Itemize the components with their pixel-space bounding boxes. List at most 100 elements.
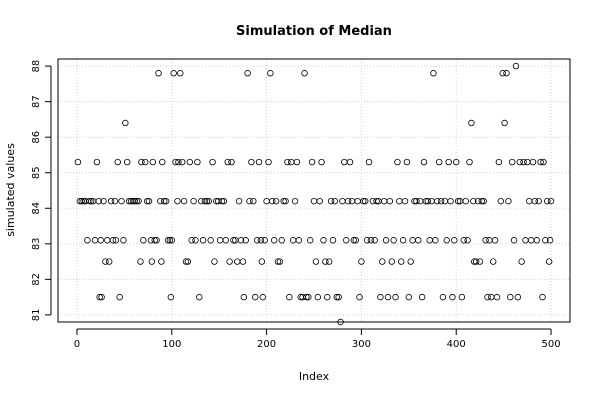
data-point <box>258 258 266 265</box>
data-point <box>86 197 93 205</box>
data-point <box>131 197 138 205</box>
data-point <box>343 237 350 244</box>
data-point <box>252 293 259 301</box>
data-point <box>242 237 249 244</box>
data-point <box>207 237 214 244</box>
data-point <box>140 237 147 244</box>
data-point <box>199 237 207 244</box>
data-point <box>142 158 149 166</box>
data-point <box>308 158 316 166</box>
data-point <box>352 237 359 244</box>
data-point <box>451 237 458 244</box>
data-point <box>405 293 413 301</box>
data-point <box>335 293 342 301</box>
data-point <box>377 293 384 301</box>
x-tick-label: 0 <box>74 339 80 350</box>
data-point <box>180 197 188 205</box>
data-point <box>135 197 142 205</box>
data-point <box>356 293 363 301</box>
data-point <box>449 293 456 301</box>
data-point <box>495 158 503 166</box>
data-point <box>537 158 544 166</box>
y-tick-label: 86 <box>31 131 42 144</box>
data-point <box>379 258 386 265</box>
data-point <box>439 293 447 301</box>
data-point <box>124 158 131 166</box>
data-point <box>344 197 352 205</box>
x-tick-label: 200 <box>257 339 276 350</box>
data-point <box>301 70 308 77</box>
data-point <box>111 197 119 205</box>
data-point <box>122 119 129 127</box>
data-point <box>305 293 312 301</box>
data-point <box>175 158 182 166</box>
data-point <box>102 258 109 265</box>
data-point <box>201 197 209 205</box>
data-point <box>145 197 153 205</box>
data-point <box>255 158 263 166</box>
data-point <box>203 197 211 205</box>
data-point <box>220 197 228 205</box>
data-point <box>497 197 504 205</box>
data-point <box>432 237 439 244</box>
data-point <box>172 158 179 166</box>
data-point <box>133 197 140 205</box>
data-point <box>291 197 299 205</box>
data-point <box>284 158 291 166</box>
data-point <box>367 237 375 244</box>
data-point <box>358 258 365 265</box>
data-point <box>267 70 274 77</box>
data-point <box>246 197 253 205</box>
data-point <box>179 158 186 166</box>
data-point <box>478 197 486 205</box>
data-point <box>384 293 392 301</box>
data-point <box>280 197 287 205</box>
data-point <box>503 70 510 77</box>
data-point <box>188 237 195 244</box>
data-point <box>158 258 165 265</box>
data-point <box>87 197 95 205</box>
data-point <box>95 197 102 205</box>
data-point <box>454 197 462 205</box>
data-point <box>265 158 272 166</box>
data-point <box>363 237 371 244</box>
data-point <box>394 158 401 166</box>
data-point <box>329 237 337 244</box>
data-point <box>100 197 107 205</box>
data-point <box>533 237 541 244</box>
data-point <box>244 70 251 77</box>
x-tick-label: 100 <box>162 339 181 350</box>
data-point <box>167 293 175 301</box>
data-point <box>491 237 499 244</box>
data-point <box>490 258 497 265</box>
data-point <box>192 237 199 244</box>
data-point <box>155 70 162 77</box>
data-point <box>371 237 378 244</box>
data-point <box>211 258 218 265</box>
data-point <box>514 293 522 301</box>
data-point <box>544 197 551 205</box>
data-point <box>468 119 475 127</box>
data-point <box>324 293 331 301</box>
data-point <box>466 158 473 166</box>
data-point <box>418 293 426 301</box>
y-tick-label: 81 <box>31 309 42 322</box>
data-point <box>434 197 441 205</box>
data-point <box>278 237 285 244</box>
data-point <box>209 158 216 166</box>
data-point <box>430 70 437 77</box>
data-point <box>282 197 289 205</box>
data-point <box>153 237 160 244</box>
data-point <box>177 70 184 77</box>
data-point <box>435 158 443 166</box>
data-point <box>516 158 523 166</box>
data-point <box>307 237 314 244</box>
data-point <box>508 158 516 166</box>
data-point <box>84 237 91 244</box>
data-point <box>320 237 327 244</box>
data-point <box>505 197 512 205</box>
y-tick-label: 85 <box>31 166 42 179</box>
data-point <box>424 197 431 205</box>
data-point <box>437 197 445 205</box>
